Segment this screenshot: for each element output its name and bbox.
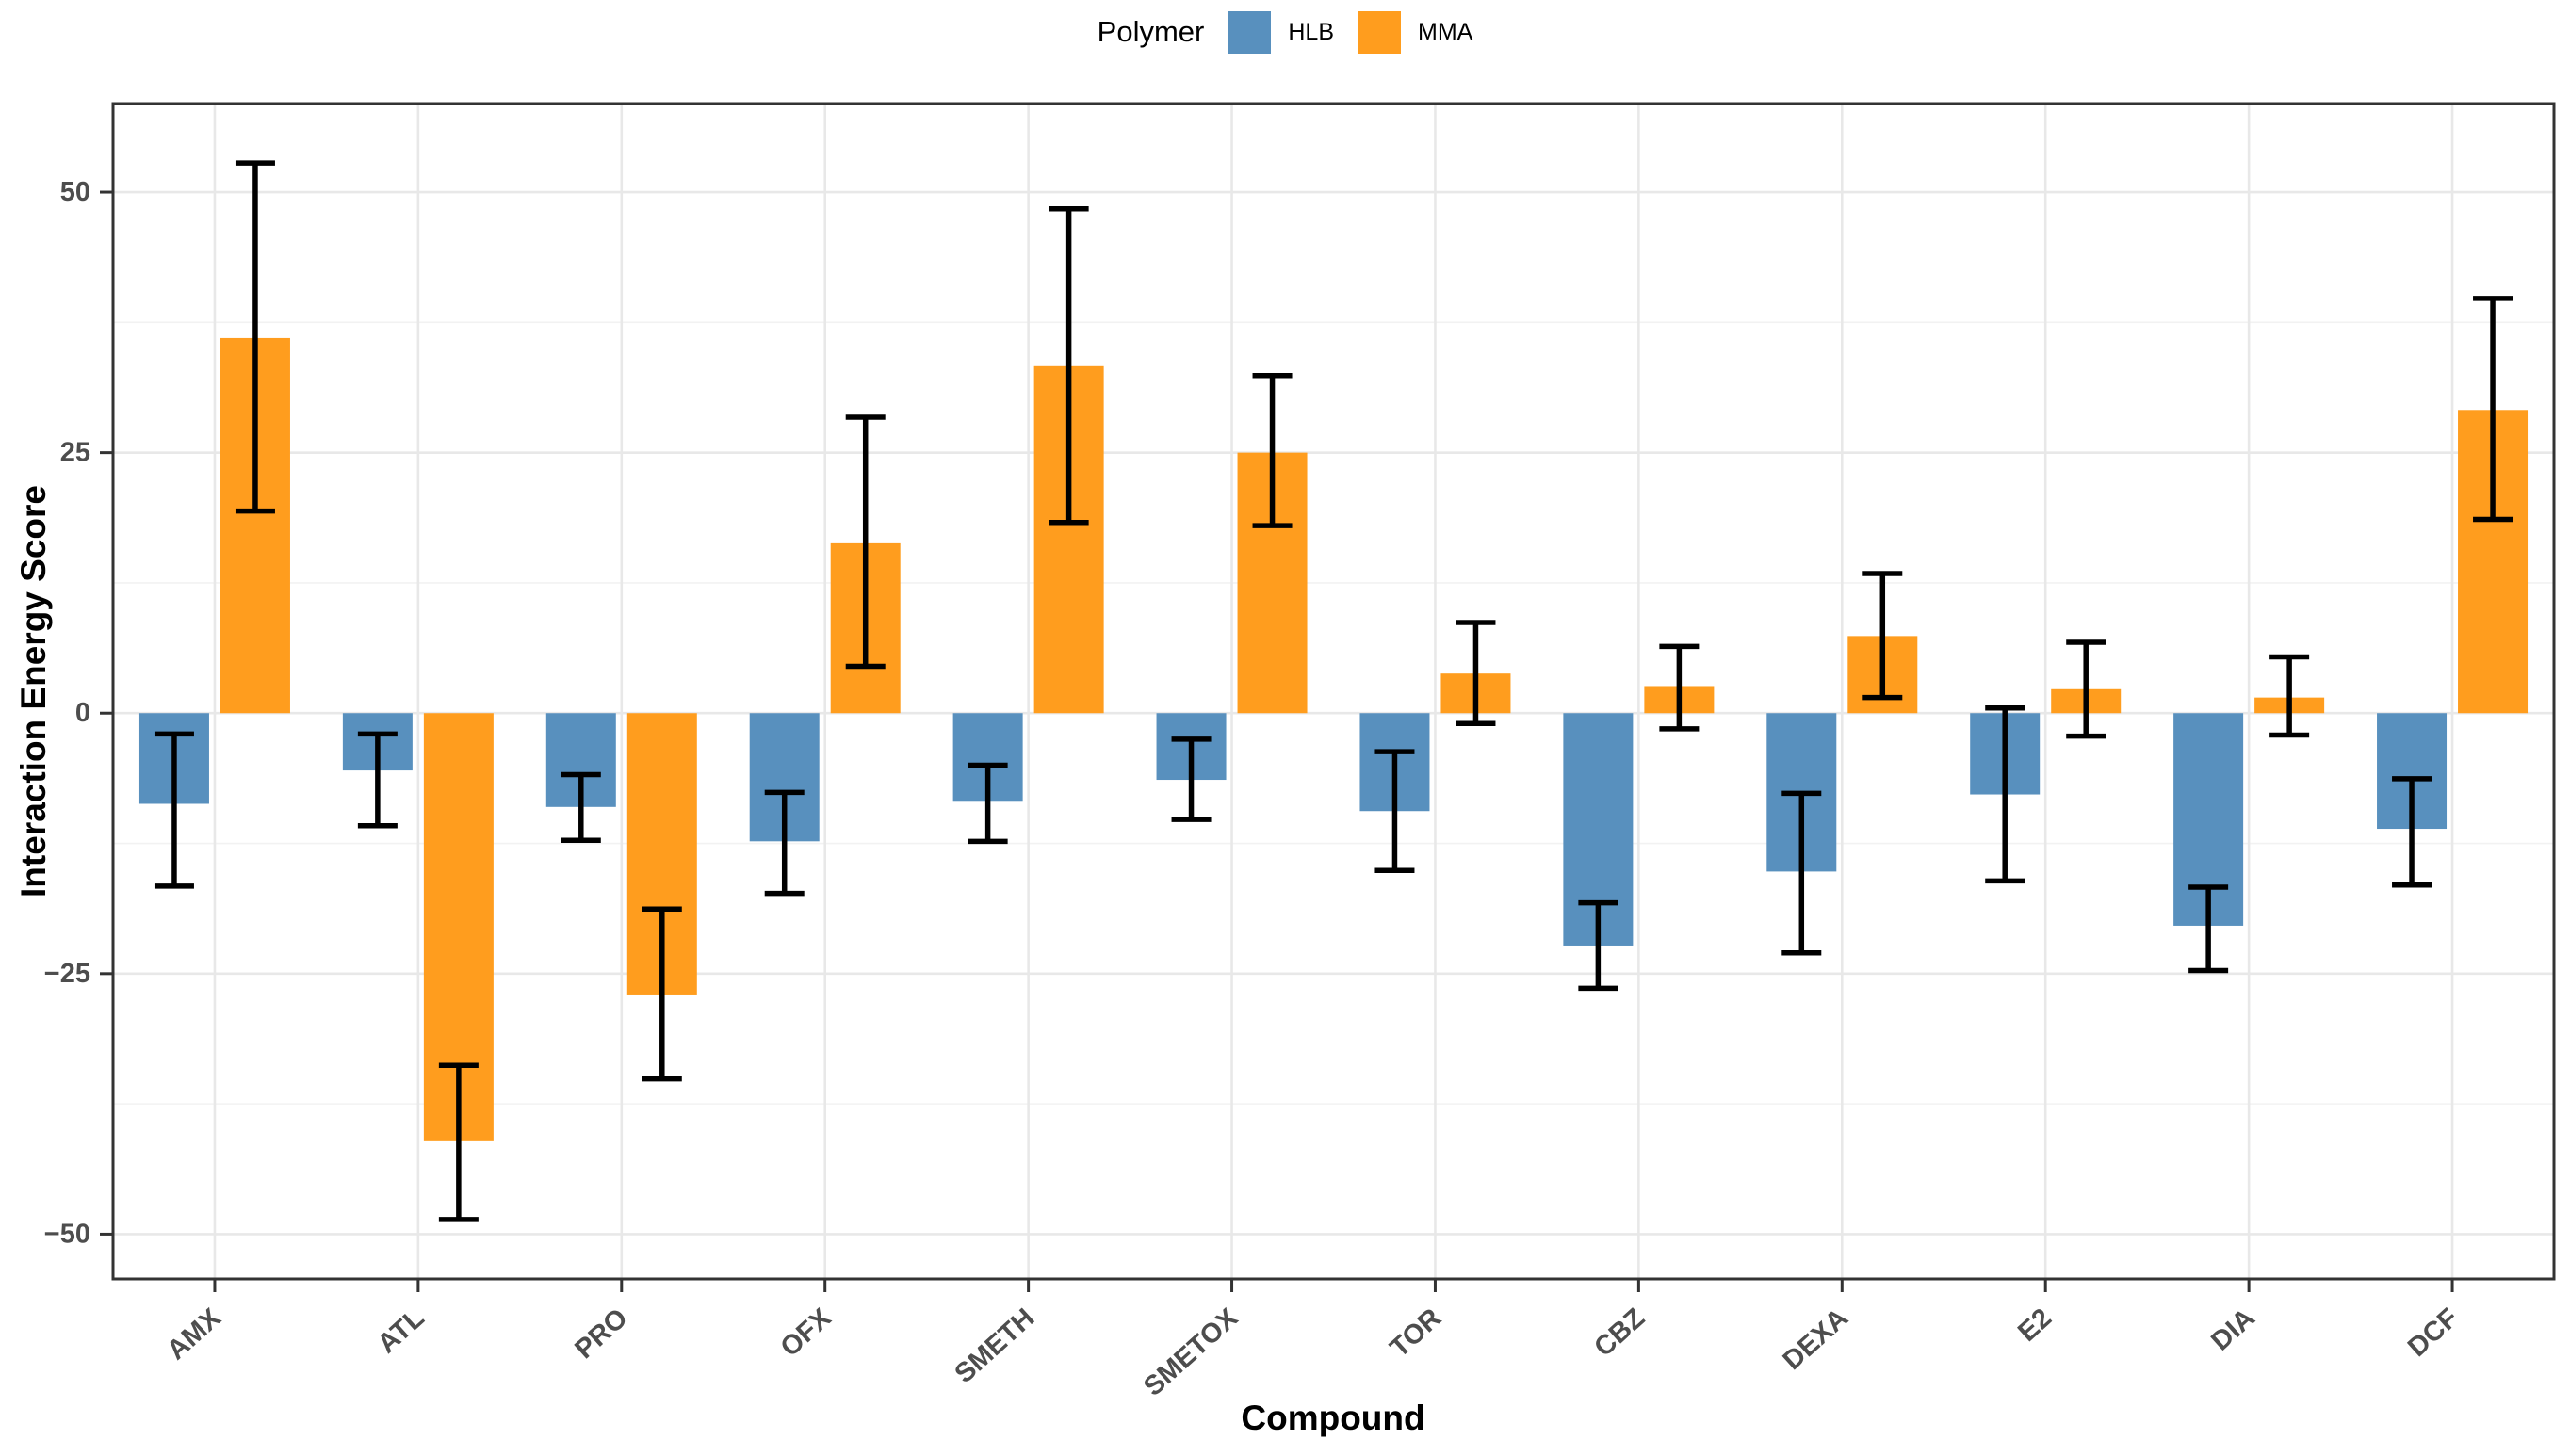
y-tick-label: −25 (44, 959, 90, 989)
x-tick-label: PRO (569, 1302, 633, 1365)
x-tick-label: DIA (2205, 1302, 2261, 1356)
legend-item-mma: MMA (1358, 10, 1473, 54)
x-tick-label: ATL (372, 1302, 431, 1359)
legend-swatch-mma-icon (1358, 10, 1401, 54)
y-tick-label: 0 (75, 698, 90, 728)
x-tick-label: AMX (161, 1302, 227, 1366)
x-tick-label: SMETH (949, 1302, 1040, 1389)
x-tick-label: DCF (2402, 1302, 2464, 1363)
panel-border (111, 102, 2556, 1281)
legend-swatch-hlb-icon (1228, 10, 1272, 54)
x-tick-label: OFX (775, 1302, 838, 1363)
plot-panel (113, 104, 2554, 1279)
x-tick-label: CBZ (1588, 1302, 1651, 1363)
legend: Polymer HLB MMA (0, 8, 2570, 57)
legend-title: Polymer (1097, 15, 1205, 48)
x-tick-label: DEXA (1778, 1302, 1854, 1376)
legend-item-hlb: HLB (1228, 10, 1334, 54)
legend-label-hlb: HLB (1288, 18, 1334, 45)
y-tick-label: −50 (44, 1219, 90, 1249)
x-tick-label: SMETOX (1138, 1302, 1244, 1402)
x-tick-label: E2 (2012, 1302, 2058, 1348)
y-tick-label: 50 (60, 177, 90, 207)
x-axis-title: Compound (1241, 1399, 1425, 1437)
y-tick-label: 25 (60, 438, 90, 468)
x-tick-label: TOR (1385, 1302, 1448, 1363)
legend-label-mma: MMA (1418, 18, 1473, 45)
